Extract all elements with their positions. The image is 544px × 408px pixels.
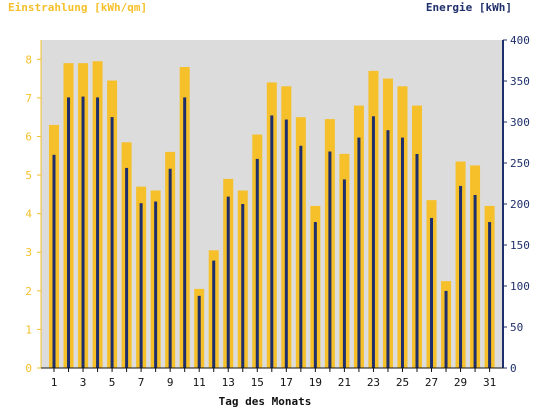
energy-bar-day-8 bbox=[154, 201, 158, 368]
right-axis-ticks: 0 50 100 150 200 250 300 350 400 bbox=[503, 34, 530, 375]
left-tick-label-7: 7 bbox=[25, 92, 32, 105]
energy-bar-day-14 bbox=[241, 204, 245, 368]
energy-bar-day-4 bbox=[96, 97, 100, 369]
energy-bar-day-5 bbox=[110, 117, 114, 368]
left-tick-label-4: 4 bbox=[25, 208, 32, 221]
right-tick-label-350: 350 bbox=[510, 75, 530, 88]
x-axis-ticks: 1 3 5 7 9 11 13 15 17 19 21 23 25 27 29 31 bbox=[51, 368, 496, 389]
x-tick-label-21: 21 bbox=[338, 376, 351, 389]
x-tick-label-31: 31 bbox=[483, 376, 496, 389]
energy-bar-day-19 bbox=[313, 222, 317, 368]
x-tick-label-19: 19 bbox=[309, 376, 322, 389]
energy-bar-day-30 bbox=[473, 194, 477, 368]
left-tick-label-5: 5 bbox=[25, 169, 32, 182]
energy-bar-day-1 bbox=[52, 154, 56, 368]
energy-bar-day-28 bbox=[444, 290, 448, 368]
energy-bar-day-11 bbox=[197, 295, 201, 368]
energy-bar-day-6 bbox=[125, 167, 129, 368]
energy-bar-day-25 bbox=[400, 137, 404, 368]
energy-bar-day-9 bbox=[168, 168, 172, 368]
left-tick-label-6: 6 bbox=[25, 130, 32, 143]
energy-bar-day-12 bbox=[212, 260, 216, 368]
left-tick-label-2: 2 bbox=[25, 285, 32, 298]
energy-bar-day-24 bbox=[386, 130, 390, 368]
right-axis-header: Energie [kWh] bbox=[426, 1, 512, 14]
x-tick-label-11: 11 bbox=[193, 376, 206, 389]
energy-bar-day-10 bbox=[183, 97, 187, 369]
energy-bar-day-17 bbox=[284, 119, 288, 368]
energy-bar-day-13 bbox=[226, 196, 230, 368]
x-tick-label-27: 27 bbox=[425, 376, 438, 389]
energy-bar-day-31 bbox=[488, 222, 492, 368]
x-tick-label-29: 29 bbox=[454, 376, 467, 389]
left-axis-header: Einstrahlung [kWh/qm] bbox=[8, 1, 147, 14]
energy-bar-day-23 bbox=[371, 116, 375, 368]
right-tick-label-50: 50 bbox=[510, 321, 523, 334]
left-tick-label-3: 3 bbox=[25, 246, 32, 259]
energy-bar-day-7 bbox=[139, 203, 143, 368]
left-tick-label-1: 1 bbox=[25, 323, 32, 336]
energy-bar-day-26 bbox=[415, 153, 419, 368]
right-tick-label-100: 100 bbox=[510, 280, 530, 293]
right-tick-label-150: 150 bbox=[510, 239, 530, 252]
x-tick-label-13: 13 bbox=[222, 376, 235, 389]
energy-bar-day-16 bbox=[270, 115, 274, 368]
left-axis-ticks: 0 1 2 3 4 5 6 7 8 bbox=[25, 53, 41, 375]
left-tick-label-8: 8 bbox=[25, 53, 32, 66]
x-tick-label-3: 3 bbox=[80, 376, 87, 389]
energy-bar-day-29 bbox=[459, 185, 463, 368]
right-tick-label-250: 250 bbox=[510, 157, 530, 170]
left-tick-label-0: 0 bbox=[25, 362, 32, 375]
energy-bar-day-15 bbox=[255, 158, 259, 368]
x-tick-label-17: 17 bbox=[280, 376, 293, 389]
energy-bar-day-2 bbox=[67, 97, 71, 369]
energy-bar-day-21 bbox=[342, 179, 346, 368]
right-tick-label-400: 400 bbox=[510, 34, 530, 47]
x-tick-label-1: 1 bbox=[51, 376, 58, 389]
bars-group bbox=[49, 61, 495, 369]
right-tick-label-200: 200 bbox=[510, 198, 530, 211]
energy-bar-day-18 bbox=[299, 145, 303, 368]
energy-bar-day-3 bbox=[81, 96, 85, 368]
right-tick-label-300: 300 bbox=[510, 116, 530, 129]
x-tick-label-25: 25 bbox=[396, 376, 409, 389]
energy-bar-day-22 bbox=[357, 137, 361, 368]
x-tick-label-23: 23 bbox=[367, 376, 380, 389]
x-tick-label-7: 7 bbox=[138, 376, 145, 389]
x-tick-label-5: 5 bbox=[109, 376, 116, 389]
energy-bar-day-20 bbox=[328, 151, 332, 368]
x-tick-label-9: 9 bbox=[167, 376, 174, 389]
x-tick-label-15: 15 bbox=[251, 376, 264, 389]
x-axis-label: Tag des Monats bbox=[219, 395, 312, 408]
energy-bar-day-27 bbox=[430, 217, 434, 368]
right-tick-label-0: 0 bbox=[510, 362, 517, 375]
